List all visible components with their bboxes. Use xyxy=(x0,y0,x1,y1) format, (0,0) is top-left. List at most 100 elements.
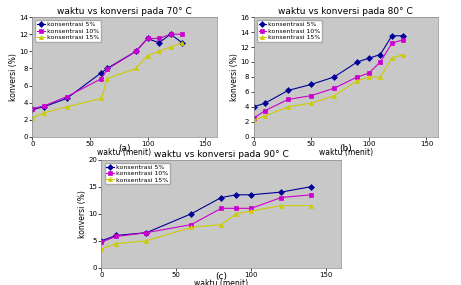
konsentrasi 5% xyxy=(401,34,406,38)
konsentrasi 5% xyxy=(366,56,372,60)
konsentrasi 10% xyxy=(378,60,383,64)
konsentrasi 15% xyxy=(262,114,268,117)
konsentrasi 15% xyxy=(278,204,284,207)
konsentrasi 10% xyxy=(145,37,150,40)
konsentrasi 10% xyxy=(251,116,256,120)
konsentrasi 10% xyxy=(105,68,110,71)
konsentrasi 15% xyxy=(144,239,149,243)
konsentrasi 10% xyxy=(285,98,291,101)
konsentrasi 15% xyxy=(331,94,337,97)
Title: waktu vs konversi pada 90° C: waktu vs konversi pada 90° C xyxy=(154,150,289,159)
konsentrasi 10% xyxy=(262,109,268,112)
konsentrasi 5% xyxy=(145,37,150,40)
konsentrasi 15% xyxy=(133,67,139,70)
Y-axis label: konversi (%): konversi (%) xyxy=(230,53,239,101)
Line: konsentrasi 15%: konsentrasi 15% xyxy=(251,52,406,123)
konsentrasi 5% xyxy=(144,231,149,234)
konsentrasi 5% xyxy=(64,97,70,100)
konsentrasi 5% xyxy=(378,53,383,56)
Legend: konsentrasi 5%, konsentrasi 10%, konsentrasi 15%: konsentrasi 5%, konsentrasi 10%, konsent… xyxy=(35,20,101,42)
Title: waktu vs konversi pada 70° C: waktu vs konversi pada 70° C xyxy=(57,7,192,16)
konsentrasi 5% xyxy=(113,234,119,237)
konsentrasi 10% xyxy=(179,32,185,36)
konsentrasi 5% xyxy=(219,196,224,199)
konsentrasi 10% xyxy=(355,75,360,79)
konsentrasi 5% xyxy=(179,41,185,44)
Text: (b): (b) xyxy=(339,144,352,153)
konsentrasi 10% xyxy=(189,223,194,226)
konsentrasi 5% xyxy=(105,67,110,70)
konsentrasi 10% xyxy=(308,94,314,97)
konsentrasi 5% xyxy=(355,60,360,64)
konsentrasi 10% xyxy=(156,37,162,40)
konsentrasi 10% xyxy=(64,95,70,98)
konsentrasi 15% xyxy=(145,54,150,57)
konsentrasi 5% xyxy=(168,32,173,36)
X-axis label: waktu (menit): waktu (menit) xyxy=(97,148,152,157)
konsentrasi 15% xyxy=(285,105,291,109)
konsentrasi 5% xyxy=(99,71,104,74)
konsentrasi 5% xyxy=(234,193,239,197)
konsentrasi 5% xyxy=(156,41,162,44)
konsentrasi 15% xyxy=(355,79,360,82)
konsentrasi 5% xyxy=(41,105,47,109)
konsentrasi 15% xyxy=(366,75,372,79)
X-axis label: waktu (menit): waktu (menit) xyxy=(319,148,373,157)
konsentrasi 15% xyxy=(156,50,162,53)
konsentrasi 15% xyxy=(179,41,185,44)
konsentrasi 10% xyxy=(41,104,47,108)
konsentrasi 15% xyxy=(248,209,254,213)
konsentrasi 15% xyxy=(99,97,104,100)
Line: konsentrasi 15%: konsentrasi 15% xyxy=(99,203,313,251)
konsentrasi 10% xyxy=(144,231,149,234)
Y-axis label: konversi (%): konversi (%) xyxy=(9,53,18,101)
Text: (c): (c) xyxy=(215,272,227,281)
konsentrasi 10% xyxy=(113,235,119,238)
konsentrasi 10% xyxy=(248,207,254,210)
konsentrasi 5% xyxy=(308,185,314,188)
Title: waktu vs konversi pada 80° C: waktu vs konversi pada 80° C xyxy=(278,7,413,16)
konsentrasi 5% xyxy=(278,190,284,194)
Line: konsentrasi 15%: konsentrasi 15% xyxy=(30,41,184,120)
X-axis label: waktu (menit): waktu (menit) xyxy=(194,280,248,285)
konsentrasi 15% xyxy=(378,75,383,79)
konsentrasi 5% xyxy=(308,83,314,86)
konsentrasi 15% xyxy=(30,116,35,120)
Line: konsentrasi 10%: konsentrasi 10% xyxy=(99,193,313,244)
Line: konsentrasi 5%: konsentrasi 5% xyxy=(99,185,313,243)
konsentrasi 5% xyxy=(389,34,395,38)
Y-axis label: konversi (%): konversi (%) xyxy=(78,190,87,238)
konsentrasi 10% xyxy=(234,207,239,210)
konsentrasi 5% xyxy=(262,101,268,105)
Text: (a): (a) xyxy=(118,144,131,153)
konsentrasi 10% xyxy=(219,207,224,210)
konsentrasi 10% xyxy=(99,77,104,80)
konsentrasi 15% xyxy=(189,226,194,229)
konsentrasi 15% xyxy=(234,212,239,215)
konsentrasi 10% xyxy=(168,32,173,36)
konsentrasi 5% xyxy=(30,108,35,111)
konsentrasi 15% xyxy=(251,119,256,122)
konsentrasi 5% xyxy=(331,75,337,79)
Legend: konsentrasi 5%, konsentrasi 10%, konsentrasi 15%: konsentrasi 5%, konsentrasi 10%, konsent… xyxy=(105,163,170,184)
konsentrasi 15% xyxy=(389,56,395,60)
konsentrasi 5% xyxy=(133,50,139,53)
konsentrasi 15% xyxy=(219,223,224,226)
Line: konsentrasi 5%: konsentrasi 5% xyxy=(251,34,406,109)
konsentrasi 15% xyxy=(401,53,406,56)
konsentrasi 10% xyxy=(99,240,104,244)
konsentrasi 15% xyxy=(105,77,110,80)
konsentrasi 10% xyxy=(366,72,372,75)
Legend: konsentrasi 5%, konsentrasi 10%, konsentrasi 15%: konsentrasi 5%, konsentrasi 10%, konsent… xyxy=(257,20,322,42)
konsentrasi 10% xyxy=(30,107,35,110)
konsentrasi 15% xyxy=(64,105,70,109)
konsentrasi 10% xyxy=(389,42,395,45)
Line: konsentrasi 10%: konsentrasi 10% xyxy=(30,32,184,111)
Line: konsentrasi 10%: konsentrasi 10% xyxy=(251,37,406,120)
konsentrasi 10% xyxy=(308,193,314,197)
konsentrasi 15% xyxy=(113,242,119,245)
konsentrasi 15% xyxy=(308,101,314,105)
konsentrasi 15% xyxy=(168,45,173,49)
konsentrasi 5% xyxy=(99,239,104,243)
konsentrasi 5% xyxy=(285,89,291,92)
